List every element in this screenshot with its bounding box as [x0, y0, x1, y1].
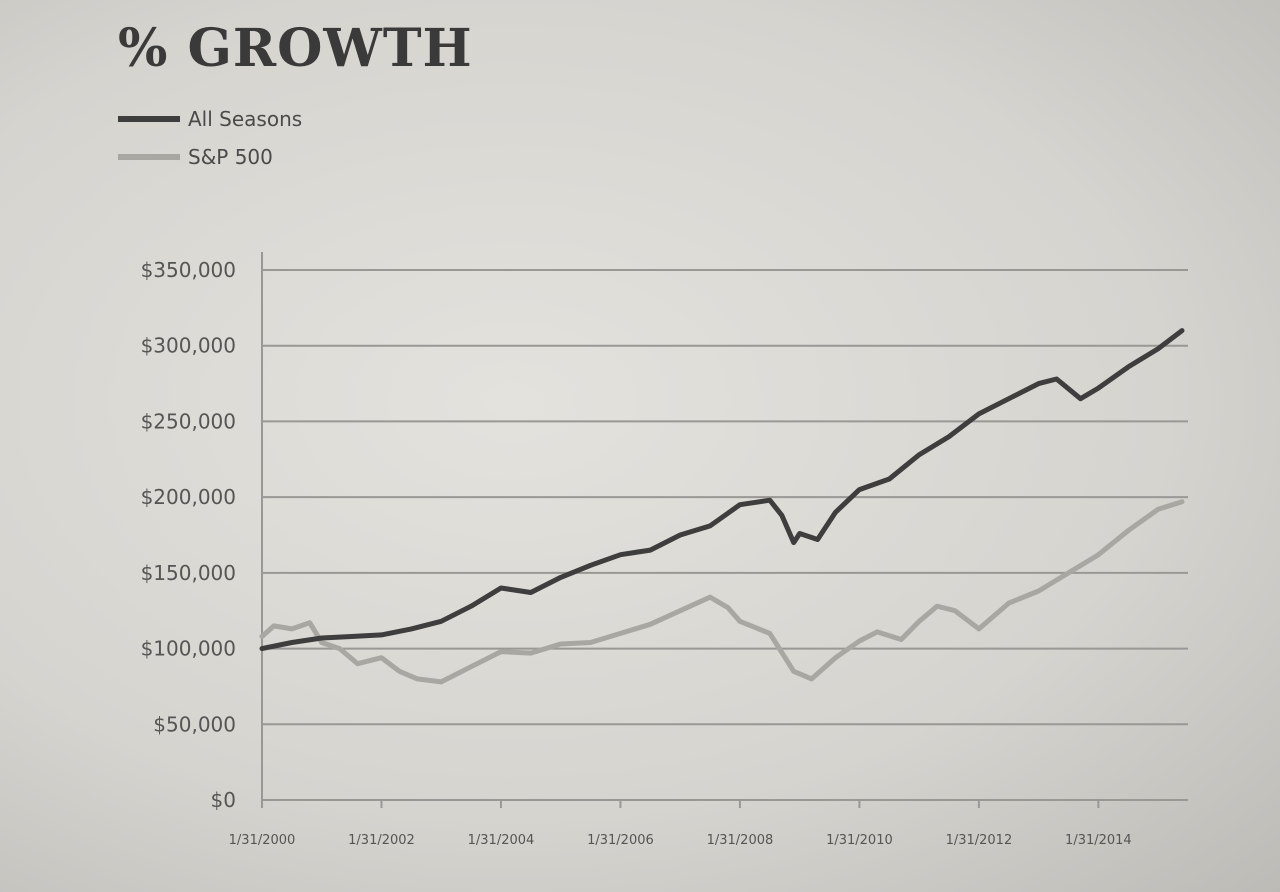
series-line-sp500 [259, 499, 1185, 685]
x-tick-label: 1/31/2002 [348, 833, 415, 848]
y-tick-label: $350,000 [141, 258, 236, 282]
legend-item-sp500: S&P 500 [118, 138, 302, 176]
x-tick-label: 1/31/2012 [946, 833, 1013, 848]
x-axis-ticks: 1/31/2000 1/31/2002 1/31/2004 1/31/2006 1/31… [229, 833, 1132, 848]
x-tick-label: 1/31/2008 [707, 833, 774, 848]
y-tick-label: $200,000 [141, 485, 236, 509]
x-tick-label: 1/31/2004 [468, 833, 535, 848]
y-tick-label: $0 [211, 788, 236, 812]
x-tick-label: 1/31/2000 [229, 833, 296, 848]
x-tick-label: 1/31/2010 [826, 833, 893, 848]
y-tick-label: $50,000 [153, 712, 236, 736]
series-line-all-seasons [259, 328, 1185, 652]
legend-swatch-sp500 [118, 154, 180, 160]
legend: All Seasons S&P 500 [118, 100, 302, 176]
y-axis-ticks: $0 $50,000 $100,000 $150,000 $200,000 $250,00… [141, 258, 236, 812]
series-lines [259, 328, 1185, 685]
legend-swatch-all-seasons [118, 116, 180, 122]
grid-lines [261, 252, 1188, 808]
legend-label-all-seasons: All Seasons [188, 107, 303, 131]
x-tick-label: 1/31/2006 [587, 833, 654, 848]
y-tick-label: $300,000 [141, 334, 236, 358]
y-tick-label: $250,000 [141, 409, 236, 433]
chart-title: % GROWTH [118, 18, 473, 79]
y-tick-label: $100,000 [141, 637, 236, 661]
x-tick-label: 1/31/2014 [1065, 833, 1132, 848]
legend-item-all-seasons: All Seasons [118, 100, 302, 138]
legend-label-sp500: S&P 500 [188, 145, 273, 169]
y-tick-label: $150,000 [141, 561, 236, 585]
